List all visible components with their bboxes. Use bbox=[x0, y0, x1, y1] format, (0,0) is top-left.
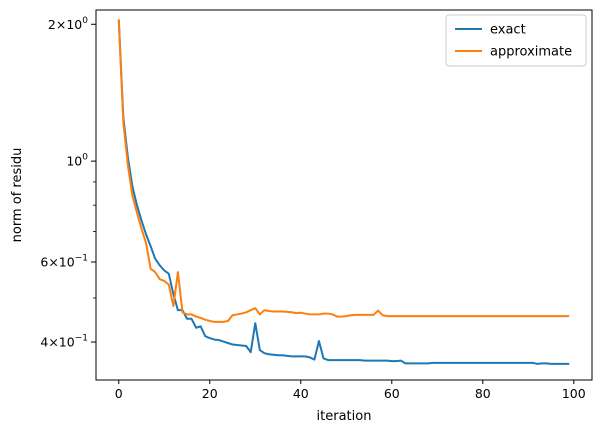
x-tick-label: 80 bbox=[475, 386, 491, 401]
series-line-approximate bbox=[117, 19, 570, 323]
axes-frame bbox=[95, 9, 593, 381]
x-tick-label: 60 bbox=[384, 386, 400, 401]
legend-label-approximate: approximate bbox=[490, 45, 572, 60]
series-layer bbox=[117, 19, 570, 365]
x-tick-label: 100 bbox=[562, 386, 586, 401]
y-tick-label: 4×10−1 bbox=[40, 334, 88, 350]
x-tick-label: 20 bbox=[202, 386, 218, 401]
legend-label-exact: exact bbox=[490, 23, 526, 38]
y-axis-label: norm of residu bbox=[10, 148, 25, 243]
y-tick-label: 6×10−1 bbox=[40, 253, 88, 269]
legend-box bbox=[445, 14, 587, 67]
x-tick-label: 0 bbox=[115, 386, 123, 401]
x-axis-ticks: 0 20 40 60 80 100 bbox=[115, 380, 586, 401]
x-tick-label: 40 bbox=[293, 386, 309, 401]
legend: exact approximate bbox=[445, 14, 587, 67]
y-axis-ticks: 2×100 100 6×10−1 4×10−1 bbox=[40, 16, 96, 350]
y-tick-label: 100 bbox=[66, 153, 88, 169]
x-axis-label: iteration bbox=[317, 409, 372, 424]
y-tick-label: 2×100 bbox=[48, 16, 88, 32]
plot-area bbox=[117, 19, 570, 365]
series-line-exact bbox=[117, 19, 570, 365]
